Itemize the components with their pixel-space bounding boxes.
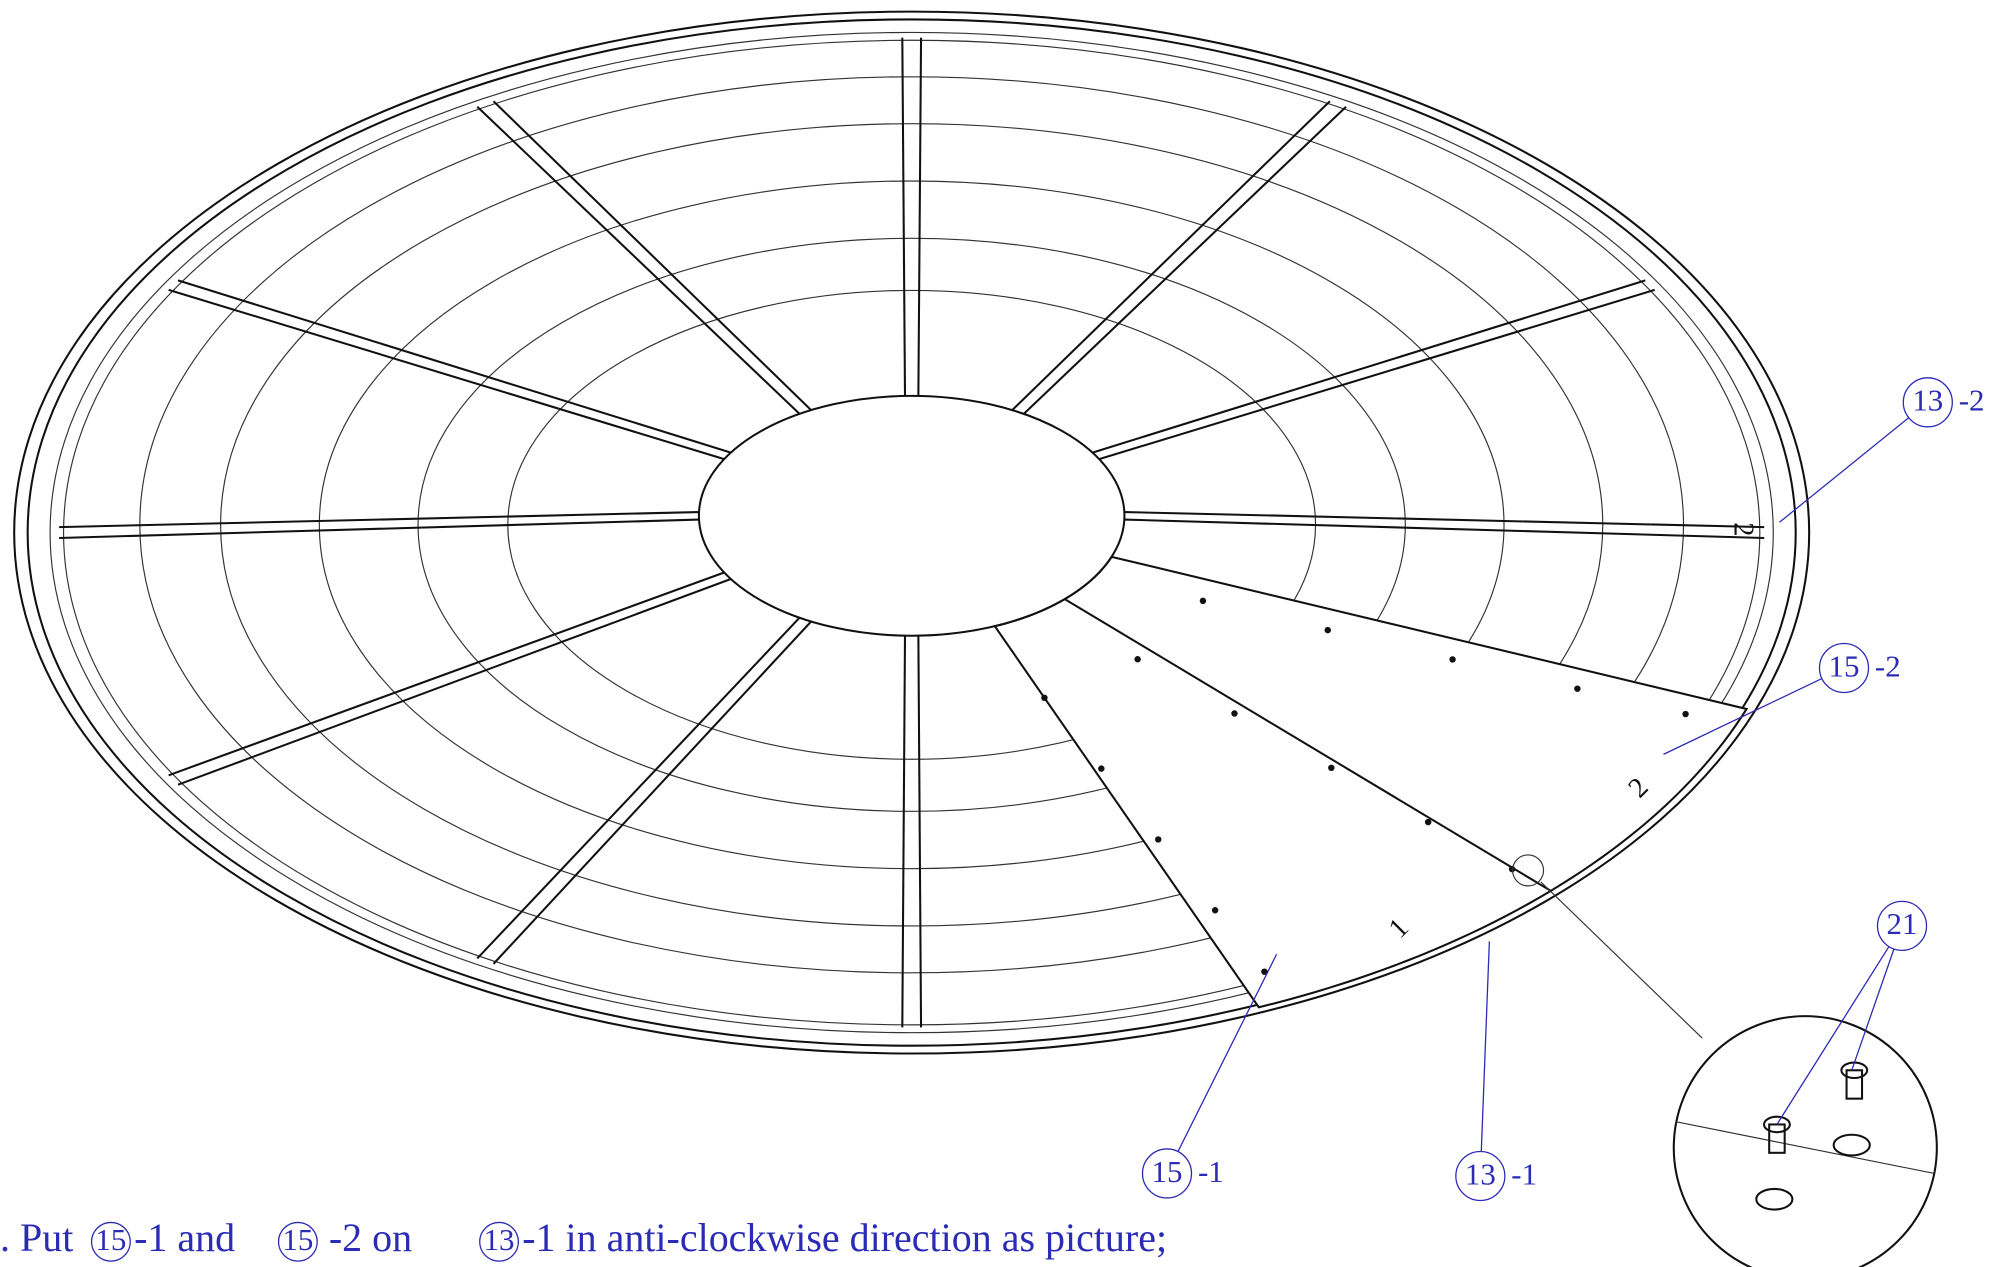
callout-suffix: -2 [1875,648,1901,683]
hub [699,396,1125,636]
spoke [494,101,812,410]
drawing: 22113-215-22115-113-1. Put15-1 and15-2 o… [0,0,2000,1267]
callout-suffix: -1 [1511,1156,1537,1191]
callout-number: 13 [1465,1156,1496,1191]
page: {"callouts": [ {"number": "13", "suffix"… [0,0,2000,1267]
spoke [178,579,731,785]
instruction-text: . Put [0,1215,73,1260]
callout-suffix: -1 [1198,1154,1224,1189]
instruction-text: -1 and [134,1215,235,1260]
bolt [1574,685,1580,691]
detail-leader [1541,882,1702,1038]
bolt [1328,765,1334,771]
spoke [1024,107,1346,414]
spoke [1124,512,1764,527]
spoke [59,520,699,538]
panel-label: 2 [1727,522,1758,536]
bolt [1449,656,1455,662]
bolt [1425,819,1431,825]
callout-number: 13 [1912,383,1943,418]
callout-suffix: -2 [1959,383,1985,418]
spoke [902,636,905,1028]
ref-number: 13 [484,1222,515,1257]
spoke [477,618,799,959]
detail-view [1674,1016,1937,1267]
callout-number: 15 [1152,1154,1183,1189]
spoke [1124,520,1764,538]
bolt [1212,907,1218,913]
screw [1847,1070,1862,1098]
leader [1852,949,1894,1070]
detail-seam [1676,1122,1934,1174]
instruction-text: -2 on [329,1215,412,1260]
screw [1769,1124,1784,1152]
instruction-text: -1 in anti-clockwise direction as pictur… [522,1215,1167,1260]
bolt [1098,765,1104,771]
bolt [1682,711,1688,717]
spoke [918,38,921,396]
bolt [1041,695,1047,701]
leader [1178,954,1277,1151]
hole [1756,1189,1792,1210]
spoke [169,572,725,775]
callout-number: 21 [1887,906,1918,941]
leader [1780,418,1909,523]
bolt [1155,836,1161,842]
spoke [169,290,725,459]
hole [1834,1135,1870,1156]
bolt [1134,656,1140,662]
bolt [1231,710,1237,716]
spoke [59,512,699,527]
spoke [1099,290,1655,459]
bolt [1325,627,1331,633]
spoke [1012,101,1330,410]
bolt [1200,598,1206,604]
ref-number: 15 [95,1222,126,1257]
spoke [918,636,921,1028]
spoke [477,107,799,414]
spoke [902,38,905,396]
callout-number: 15 [1829,648,1860,683]
leader [1481,941,1489,1151]
ref-number: 15 [282,1222,313,1257]
